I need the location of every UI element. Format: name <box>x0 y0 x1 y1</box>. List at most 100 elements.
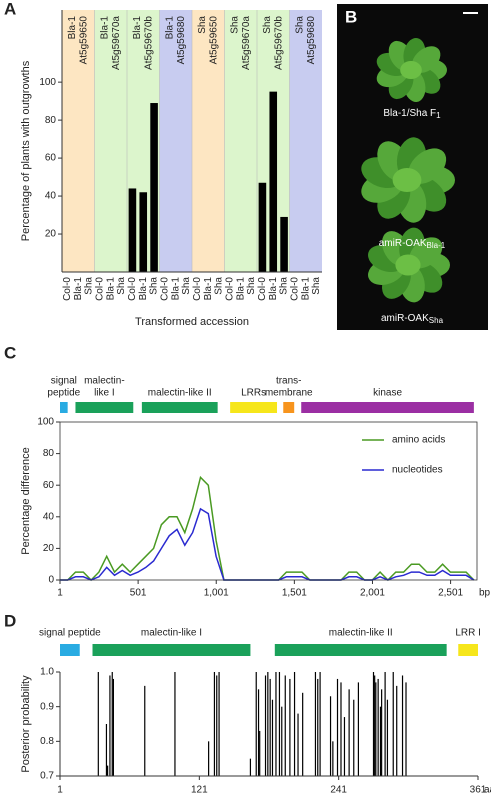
bar <box>150 103 158 272</box>
y-tick-label: 0.7 <box>40 771 54 782</box>
bar <box>280 216 288 272</box>
x-tick-label: Sha <box>279 277 290 295</box>
caption-subscript: 1 <box>436 111 441 120</box>
x-tick-label: 2,001 <box>360 588 385 599</box>
group-background <box>94 10 127 272</box>
domain-bar <box>283 402 295 413</box>
domain-label: malectin-like II <box>148 388 212 399</box>
domain-bar <box>274 644 447 656</box>
group-background <box>192 10 225 272</box>
domain-label: trans- <box>276 376 302 387</box>
domain-bar <box>301 402 474 413</box>
domain-bar <box>458 644 478 656</box>
x-tick-label: 1,501 <box>282 588 307 599</box>
rosette-center <box>400 61 422 79</box>
x-tick-label: 1 <box>57 785 63 796</box>
domain-label: malectin-like I <box>141 628 202 639</box>
x-tick-label: Bla-1 <box>203 277 214 301</box>
x-tick-label: Col-0 <box>160 277 171 301</box>
group-background <box>289 10 322 272</box>
legend-label: nucleotides <box>392 465 443 476</box>
x-tick-label: Sha <box>181 277 192 295</box>
y-tick-label: 60 <box>45 153 57 164</box>
x-axis-label: Transformed accession <box>135 316 249 328</box>
x-tick-label: Bla-1 <box>300 277 311 301</box>
group-name: Sha <box>262 16 273 34</box>
caption-text: Bla-1/Sha F <box>383 108 436 119</box>
x-tick-label: Bla-1 <box>235 277 246 301</box>
domain-label: signal peptide <box>39 628 101 639</box>
panel-letter: A <box>4 0 16 18</box>
y-axis-label: Posterior probability <box>20 675 32 773</box>
domain-label: LRRs <box>241 388 266 399</box>
x-tick-label: Sha <box>246 277 257 295</box>
group-name: Bla-1 <box>132 16 143 40</box>
group-name: Bla-1 <box>165 16 176 40</box>
domain-bar <box>141 402 218 413</box>
x-unit: bp <box>479 588 491 599</box>
x-tick-label: Bla-1 <box>268 277 279 301</box>
rosette-center <box>392 168 422 192</box>
x-tick-label: 361 <box>470 785 487 796</box>
domain-label: kinase <box>373 388 402 399</box>
group-gene: At5g59670a <box>111 16 122 70</box>
series-line <box>60 475 475 582</box>
panel-letter: B <box>345 7 357 26</box>
x-tick-label: Bla-1 <box>73 277 84 301</box>
group-gene: At5g59670b <box>274 16 285 70</box>
y-tick-label: 20 <box>43 543 55 554</box>
y-tick-label: 20 <box>45 229 57 240</box>
y-tick-label: 40 <box>45 191 57 202</box>
y-axis-label: Percentage of plants with outgrowths <box>20 60 32 241</box>
group-gene: At5g59680 <box>176 16 187 65</box>
x-tick-label: Bla-1 <box>138 277 149 301</box>
x-tick-label: 1 <box>57 588 63 599</box>
panel-letter: C <box>4 343 16 362</box>
panel-letter: D <box>4 611 16 630</box>
y-tick-label: 0.8 <box>40 736 54 747</box>
x-tick-label: Col-0 <box>95 277 106 301</box>
photo-caption: amiR-OAKSha <box>381 313 444 325</box>
x-tick-label: Col-0 <box>290 277 301 301</box>
group-background <box>159 10 192 272</box>
photo-caption: amiR-OAKBla-1 <box>379 238 446 250</box>
x-unit: aa <box>484 785 491 796</box>
x-tick-label: Sha <box>311 277 322 295</box>
group-gene: At5g59650 <box>209 16 220 65</box>
x-tick-label: 2,501 <box>438 588 463 599</box>
group-name: Bla-1 <box>67 16 78 40</box>
x-tick-label: Sha <box>214 277 225 295</box>
bar <box>128 188 137 272</box>
x-tick-label: 241 <box>330 785 347 796</box>
domain-bar <box>60 402 68 413</box>
bar <box>139 192 148 272</box>
caption-subscript: Bla-1 <box>427 241 446 250</box>
domain-bar <box>230 402 278 413</box>
y-axis-label: Percentage difference <box>20 447 32 554</box>
x-tick-label: Col-0 <box>192 277 203 301</box>
x-tick-label: Bla-1 <box>170 277 181 301</box>
x-tick-label: Col-0 <box>127 277 138 301</box>
y-tick-label: 80 <box>45 115 57 126</box>
y-tick-label: 100 <box>37 417 54 428</box>
group-name: Bla-1 <box>100 16 111 40</box>
x-tick-label: Sha <box>116 277 127 295</box>
photo-caption: Bla-1/Sha F1 <box>383 108 441 120</box>
domain-label: signal <box>51 376 77 387</box>
group-gene: At5g59680 <box>306 16 317 65</box>
domain-label: malectin- <box>84 376 125 387</box>
domain-label: membrane <box>265 388 313 399</box>
y-tick-label: 60 <box>43 480 55 491</box>
domain-label: LRR I <box>455 628 481 639</box>
rosette-center <box>395 254 421 276</box>
plot-frame <box>59 421 478 581</box>
group-name: Sha <box>295 16 306 34</box>
y-tick-label: 80 <box>43 448 55 459</box>
x-tick-label: Sha <box>84 277 95 295</box>
series-line <box>60 507 475 581</box>
bar <box>258 182 267 272</box>
domain-label: like I <box>94 388 115 399</box>
group-gene: At5g59650 <box>79 16 90 65</box>
group-name: Sha <box>230 16 241 34</box>
